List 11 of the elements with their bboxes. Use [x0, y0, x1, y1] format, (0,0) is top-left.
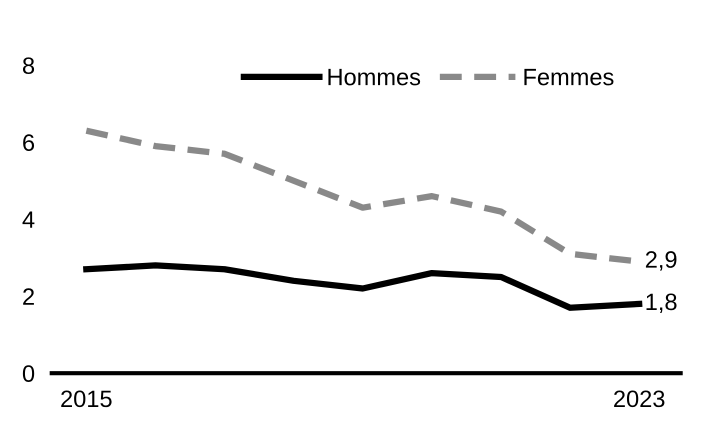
x-tick-label: 2023 [614, 390, 664, 408]
y-tick-label: 8 [22, 57, 34, 74]
data-label: 2,9 [646, 251, 676, 271]
y-tick-label: 6 [23, 134, 34, 152]
legend-label: Hommes [328, 68, 420, 86]
y-tick-label: 0 [22, 365, 34, 382]
y-tick-label: 2 [23, 288, 34, 305]
data-label: 1,8 [646, 294, 677, 314]
x-tick-label: 2015 [61, 390, 112, 408]
y-tick-label: 4 [22, 212, 34, 228]
legend-label: Femmes [524, 68, 614, 86]
